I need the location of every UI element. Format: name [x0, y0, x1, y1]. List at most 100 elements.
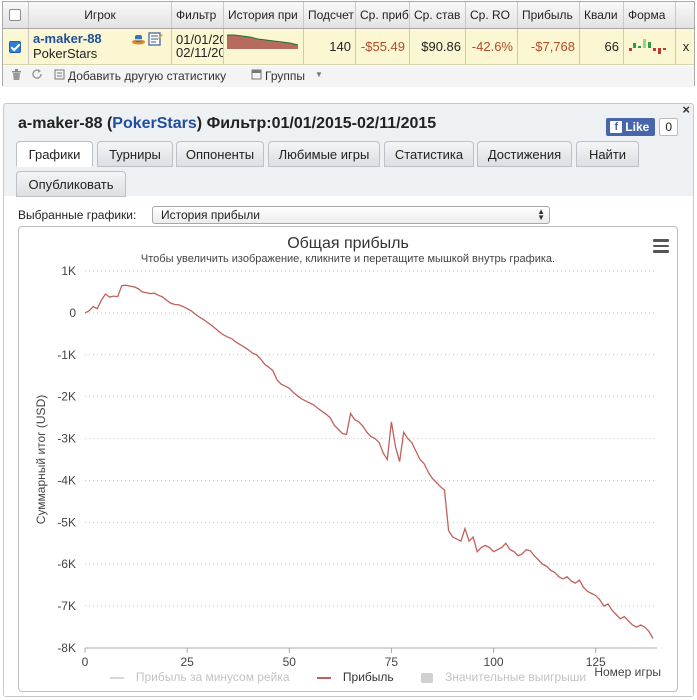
tab-favorite-games[interactable]: Любимые игры — [268, 141, 380, 167]
legend-item-big-wins[interactable]: Значительные выигрыши — [415, 670, 592, 684]
add-stat-link[interactable]: Добавить другую статистику — [68, 69, 227, 83]
y-tick-label: -4K — [57, 473, 76, 487]
x-tick-label: 25 — [180, 655, 194, 669]
tab-statistics[interactable]: Статистика — [384, 141, 474, 167]
player-notes-icon[interactable] — [148, 32, 163, 46]
panel-player-name: a-maker-88 — [18, 115, 103, 132]
panel-site-link[interactable]: PokerStars — [112, 115, 197, 132]
remove-row-button[interactable]: x — [682, 39, 690, 54]
y-tick-label: -1K — [57, 348, 76, 362]
player-site: PokerStars — [33, 46, 98, 61]
col-header-profit[interactable]: Прибыль — [518, 2, 580, 28]
legend-item-net-of-rake[interactable]: Прибыль за минусом рейка — [104, 670, 296, 684]
x-tick-label: 125 — [586, 655, 606, 669]
chart-container[interactable]: Общая прибыль Чтобы увеличить изображени… — [18, 226, 678, 692]
y-tick-label: -5K — [57, 515, 76, 529]
facebook-icon: f — [610, 121, 623, 133]
filter-cell: 01/01/20 02/11/20 — [172, 29, 224, 64]
tab-opponents[interactable]: Оппоненты — [176, 141, 264, 167]
count-cell: 140 — [304, 29, 356, 64]
chart-legend: Прибыль за минусом рейка Прибыль Значите… — [19, 670, 677, 684]
col-header-filter[interactable]: Фильтр — [172, 2, 224, 28]
summary-footer: Добавить другую статистику Группы ▼ — [3, 66, 694, 87]
facebook-like-label: Like — [625, 120, 650, 134]
y-tick-label: -2K — [57, 390, 76, 404]
col-header-count[interactable]: Подсчет — [304, 2, 356, 28]
trash-icon[interactable] — [11, 68, 22, 84]
header-select-all-cell — [3, 2, 29, 28]
player-name-link[interactable]: a-maker-88 — [33, 31, 102, 46]
table-row[interactable]: a-maker-88 PokerStars 01/01/20 02/11/20 … — [3, 29, 694, 65]
legend-item-profit[interactable]: Прибыль — [311, 670, 400, 684]
chart-plot[interactable]: 1K 0 -1K -2K -3K -4K -5K -6K -7K -8K 0 25 50 75 100 125… — [19, 227, 679, 693]
tab-achievements[interactable]: Достижения — [477, 141, 572, 167]
y-tick-label: 1K — [61, 264, 76, 278]
add-stat-icon[interactable] — [54, 68, 65, 83]
groups-dropdown[interactable]: Группы — [265, 69, 305, 83]
legend-label-net-of-rake: Прибыль за минусом рейка — [135, 670, 290, 684]
x-axis-title: Номер игры — [594, 665, 661, 679]
facebook-like: f Like 0 — [606, 118, 678, 136]
y-tick-label: -3K — [57, 432, 76, 446]
facebook-like-count: 0 — [659, 118, 678, 136]
col-header-history[interactable]: История при — [224, 2, 304, 28]
chart-selector-label: Выбранные графики: — [18, 208, 137, 222]
tab-search[interactable]: Найти — [576, 141, 639, 167]
form-bars — [629, 39, 666, 54]
tab-tournaments[interactable]: Турниры — [97, 141, 173, 167]
col-header-remove — [676, 2, 696, 28]
panel-title: a-maker-88 (PokerStars) Фильтр:01/01/201… — [18, 115, 437, 132]
col-header-form[interactable]: Форма — [624, 2, 676, 28]
y-tick-label: -7K — [57, 599, 76, 613]
legend-label-big-wins: Значительные выигрыши — [445, 670, 587, 684]
tab-publish[interactable]: Опубликовать — [16, 171, 126, 197]
avg-stake-cell: $90.86 — [410, 29, 466, 64]
col-header-avg-stake[interactable]: Ср. став — [410, 2, 466, 28]
profit-cell: -$7,768 — [518, 29, 580, 64]
col-header-player[interactable]: Игрок — [29, 2, 172, 28]
col-header-quali[interactable]: Квали — [580, 2, 624, 28]
row-select-cell — [3, 29, 29, 64]
y-tick-label: -6K — [57, 557, 76, 571]
chart-selector-value: История прибыли — [161, 208, 260, 222]
panel-filter-text: Фильтр:01/01/2015-02/11/2015 — [206, 115, 437, 132]
quali-cell: 66 — [580, 29, 624, 64]
summary-header: Игрок Фильтр История при Подсчет Ср. при… — [3, 2, 694, 29]
y-tick-label: 0 — [69, 306, 76, 320]
chart-selector[interactable]: История прибыли ▲ ▼ — [152, 206, 550, 224]
chart-menu-icon[interactable] — [653, 239, 669, 253]
y-tick-label: -8K — [57, 641, 76, 655]
y-axis-title: Суммарный итог (USD) — [34, 395, 48, 524]
refresh-icon[interactable] — [31, 68, 43, 83]
x-tick-label: 75 — [385, 655, 399, 669]
legend-label-profit: Прибыль — [342, 670, 394, 684]
col-header-avg-roi[interactable]: Ср. RO — [466, 2, 518, 28]
col-header-avg-profit[interactable]: Ср. приб — [356, 2, 410, 28]
select-all-checkbox[interactable] — [9, 9, 21, 21]
filter-from: 01/01/20 — [176, 32, 224, 47]
chart-subtitle: Чтобы увеличить изображение, кликните и … — [140, 253, 556, 265]
x-tick-label: 0 — [82, 655, 89, 669]
filter-to: 02/11/20 — [176, 45, 224, 60]
summary-table: Игрок Фильтр История при Подсчет Ср. при… — [2, 1, 695, 87]
player-hat-icon[interactable] — [131, 31, 146, 46]
history-sparkline-cell[interactable] — [224, 29, 304, 64]
series-line-profit — [84, 284, 654, 639]
panel-tabs: Графики Турниры Оппоненты Любимые игры С… — [16, 141, 686, 197]
player-cell: a-maker-88 PokerStars — [29, 29, 172, 64]
chart-title: Общая прибыль — [287, 235, 409, 252]
chart-selector-arrows-icon: ▲ ▼ — [537, 207, 545, 222]
groups-chevron-down-icon[interactable]: ▼ — [315, 70, 323, 79]
avg-roi-cell: -42.6% — [466, 29, 518, 64]
player-panel: × a-maker-88 (PokerStars) Фильтр:01/01/2… — [3, 102, 694, 697]
history-sparkline — [227, 34, 299, 49]
x-tick-label: 50 — [283, 655, 297, 669]
avg-profit-cell: -$55.49 — [356, 29, 410, 64]
form-cell — [624, 29, 676, 64]
x-tick-label: 100 — [484, 655, 504, 669]
row-checkbox[interactable] — [9, 41, 21, 53]
close-panel-icon[interactable]: × — [682, 102, 690, 117]
facebook-like-button[interactable]: f Like — [606, 118, 656, 136]
tab-charts[interactable]: Графики — [16, 141, 93, 167]
groups-icon[interactable] — [251, 68, 262, 83]
